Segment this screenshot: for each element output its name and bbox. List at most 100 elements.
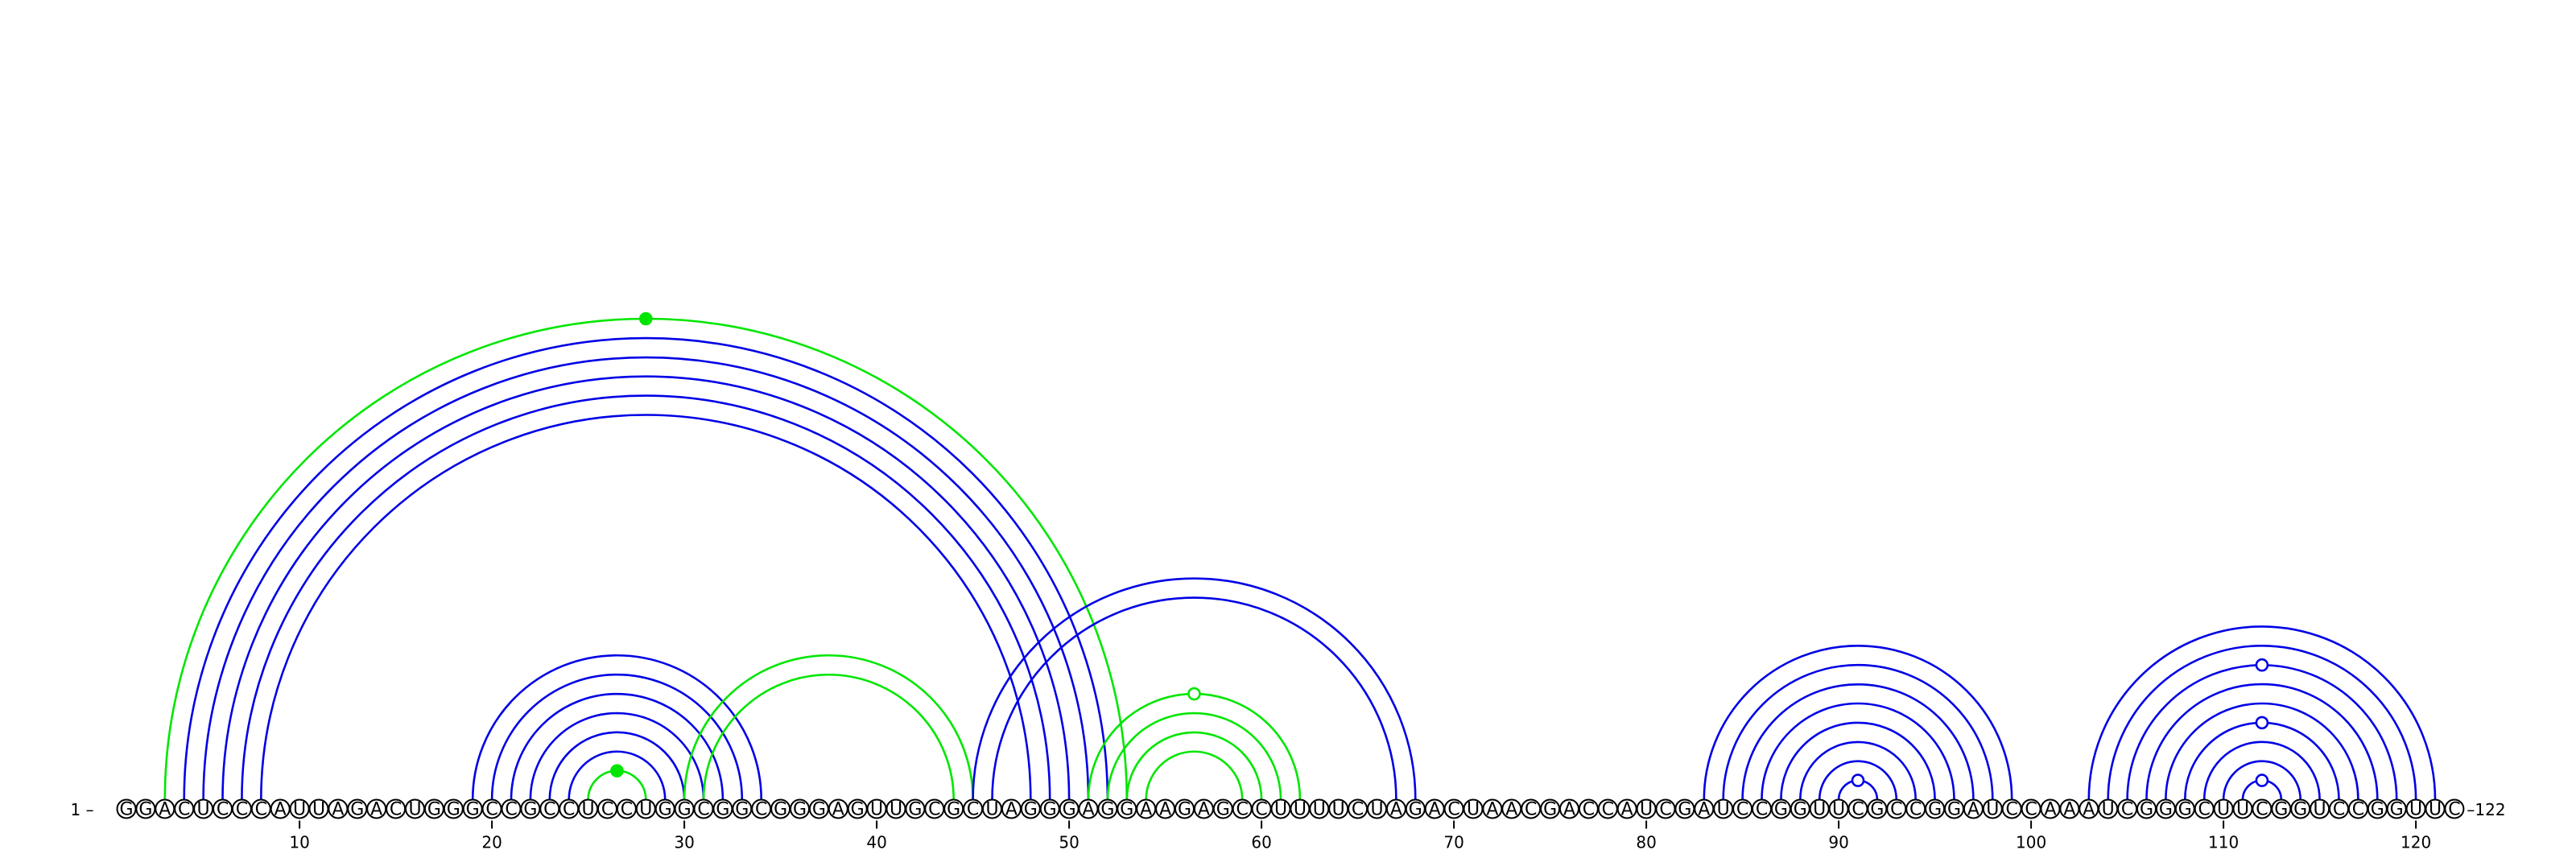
nucleotide-letter: G — [1947, 800, 1961, 820]
arcs-layer — [163, 317, 2437, 800]
nucleotide-letter: U — [1370, 800, 1383, 820]
nucleotide-letter: C — [1852, 800, 1864, 820]
nucleotide-letter: G — [1100, 800, 1114, 820]
nucleotide-2: G — [135, 798, 156, 820]
arc-5-51 — [202, 356, 1090, 800]
nucleotide-109: C — [2194, 798, 2215, 820]
nucleotide-97: A — [1963, 798, 1984, 820]
nucleotide-106: G — [2136, 798, 2157, 820]
tick-label-70: 70 — [1443, 833, 1463, 852]
nucleotide-letter: G — [2390, 800, 2404, 820]
nucleotide-23: C — [539, 798, 560, 820]
nucleotide-51: A — [1078, 798, 1099, 820]
arc-107-117 — [2165, 702, 2359, 800]
nucleotide-letter: C — [255, 800, 267, 820]
nucleotide-60: C — [1251, 798, 1272, 820]
nucleotide-letter: U — [1274, 800, 1287, 820]
arc-52-61 — [1106, 712, 1282, 800]
nucleotide-45: C — [963, 798, 984, 820]
nucleotide-letter: G — [716, 800, 729, 820]
nucleotide-107: G — [2155, 798, 2176, 820]
nucleotide-13: G — [347, 798, 368, 820]
nucleotide-48: G — [1020, 798, 1041, 820]
arc-110-114 — [2222, 760, 2301, 800]
nucleotide-32: G — [712, 798, 733, 820]
tick-label-40: 40 — [866, 833, 886, 852]
nucleotide-68: G — [1405, 798, 1426, 820]
nucleotide-letter: U — [890, 800, 902, 820]
nucleotide-40: U — [866, 798, 887, 820]
nucleotide-75: G — [1540, 798, 1561, 820]
nucleotide-65: C — [1348, 798, 1368, 820]
nucleotide-92: G — [1867, 798, 1888, 820]
nucleotide-letter: G — [1794, 800, 1807, 820]
nucleotide-letter: U — [2102, 800, 2115, 820]
nucleotide-76: A — [1559, 798, 1579, 820]
nucleotide-letter: G — [138, 800, 152, 820]
arc-84-98 — [1722, 663, 1994, 800]
nucleotide-74: C — [1521, 798, 1542, 820]
nucleotide-letter: U — [1832, 800, 1845, 820]
nucleotide-letter: U — [985, 800, 998, 820]
nucleotide-28: U — [635, 798, 656, 820]
nucleotide-letter: G — [678, 800, 691, 820]
nucleotide-letter: A — [1390, 800, 1402, 820]
nucleotide-98: U — [1982, 798, 2003, 820]
nucleotide-20: C — [481, 798, 502, 820]
nucleotide-letter: A — [1563, 800, 1575, 820]
nucleotide-letter: A — [1005, 800, 1018, 820]
arc-19-34 — [471, 654, 762, 800]
tick-label-50: 50 — [1059, 833, 1079, 852]
nucleotide-letter: C — [505, 800, 517, 820]
nucleotide-letter: G — [1409, 800, 1422, 820]
nucleotide-29: G — [654, 798, 675, 820]
nucleotide-letter: G — [812, 800, 826, 820]
tick-label-20: 20 — [481, 833, 502, 852]
nucleotide-letter: A — [332, 800, 344, 820]
nucleotide-25: U — [578, 798, 599, 820]
nucleotide-61: U — [1270, 798, 1291, 820]
nucleotide-8: C — [250, 798, 271, 820]
nucleotide-58: G — [1212, 798, 1233, 820]
nucleotide-54: A — [1136, 798, 1157, 820]
pair-marker-90-92 — [1851, 773, 1865, 787]
nucleotide-31: C — [693, 798, 714, 820]
tick-label-10: 10 — [289, 833, 309, 852]
nucleotide-7: C — [231, 798, 252, 820]
nucleotide-letter: C — [178, 800, 190, 820]
nucleotide-letter: U — [408, 800, 421, 820]
nucleotide-15: C — [386, 798, 407, 820]
nucleotide-90: U — [1828, 798, 1849, 820]
nucleotide-letter: A — [1159, 800, 1171, 820]
nucleotide-103: A — [2079, 798, 2099, 820]
arc-23-30 — [548, 731, 686, 800]
nucleotide-12: A — [328, 798, 349, 820]
nucleotide-94: C — [1905, 798, 1926, 820]
pair-marker-111-113 — [2255, 773, 2269, 787]
nucleotide-letter: G — [1543, 800, 1557, 820]
pair-marker-51-62 — [1187, 687, 1201, 701]
nucleotide-letter: C — [2198, 800, 2211, 820]
nucleotide-letter: U — [1313, 800, 1326, 820]
nucleotide-letter: A — [1486, 800, 1498, 820]
nucleotide-letter: C — [1447, 800, 1459, 820]
nucleotide-letter: G — [1928, 800, 1942, 820]
nucleotide-79: A — [1616, 798, 1637, 820]
nucleotide-9: A — [270, 798, 291, 820]
nucleotide-55: A — [1155, 798, 1176, 820]
arc-46-67 — [991, 596, 1397, 800]
tick-label-80: 80 — [1636, 833, 1656, 852]
nucleotide-letter: U — [1986, 800, 1999, 820]
nucleotide-letter: G — [1120, 800, 1133, 820]
nucleotide-44: G — [943, 798, 964, 820]
nucleotide-letter: C — [543, 800, 555, 820]
arc-109-115 — [2202, 740, 2321, 800]
nucleotide-letter: A — [275, 800, 287, 820]
arc-4-52 — [183, 336, 1109, 800]
nucleotide-10: U — [289, 798, 310, 820]
nucleotide-letter: C — [1352, 800, 1364, 820]
nucleotide-letter: U — [312, 800, 325, 820]
nucleotide-letter: C — [2256, 800, 2268, 820]
nucleotide-67: A — [1385, 798, 1406, 820]
